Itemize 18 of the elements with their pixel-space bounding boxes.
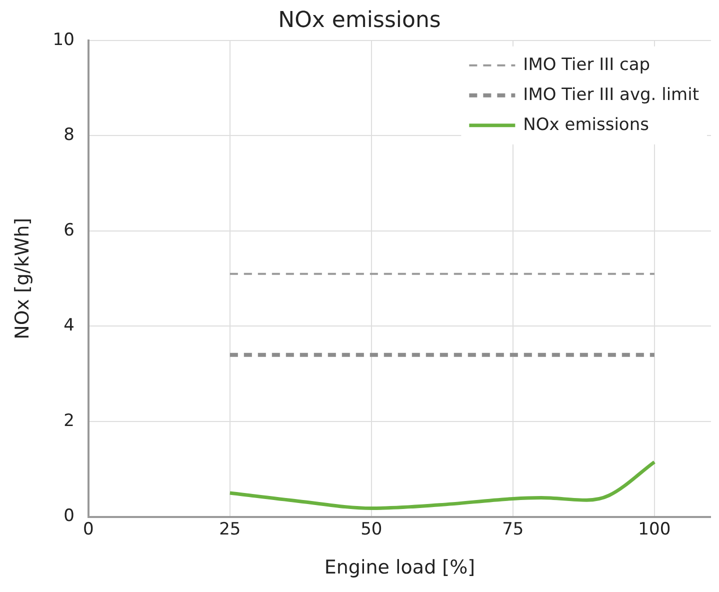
- x-tick-label: 0: [83, 519, 94, 540]
- x-tick-label: 50: [360, 519, 382, 540]
- y-tick-label: 2: [64, 410, 74, 431]
- y-tick-label: 8: [64, 125, 74, 146]
- line-series: [228, 460, 656, 510]
- legend-label: IMO Tier III cap: [523, 54, 650, 75]
- x-tick-label: 75: [502, 519, 524, 540]
- y-tick-label: 10: [52, 30, 74, 50]
- y-axis-title: NOx [g/kWh]: [11, 218, 34, 340]
- x-tick-label: 25: [219, 519, 241, 540]
- x-axis-title: Engine load [%]: [324, 556, 476, 579]
- chart-title: NOx emissions: [278, 8, 441, 33]
- y-tick-label: 4: [64, 316, 74, 336]
- y-tick-label: 6: [64, 220, 74, 240]
- y-tick-label: 0: [64, 506, 74, 526]
- x-tick-label: 100: [638, 519, 671, 540]
- legend-label: NOx emissions: [523, 114, 650, 135]
- legend-label: IMO Tier III avg. limit: [523, 84, 700, 105]
